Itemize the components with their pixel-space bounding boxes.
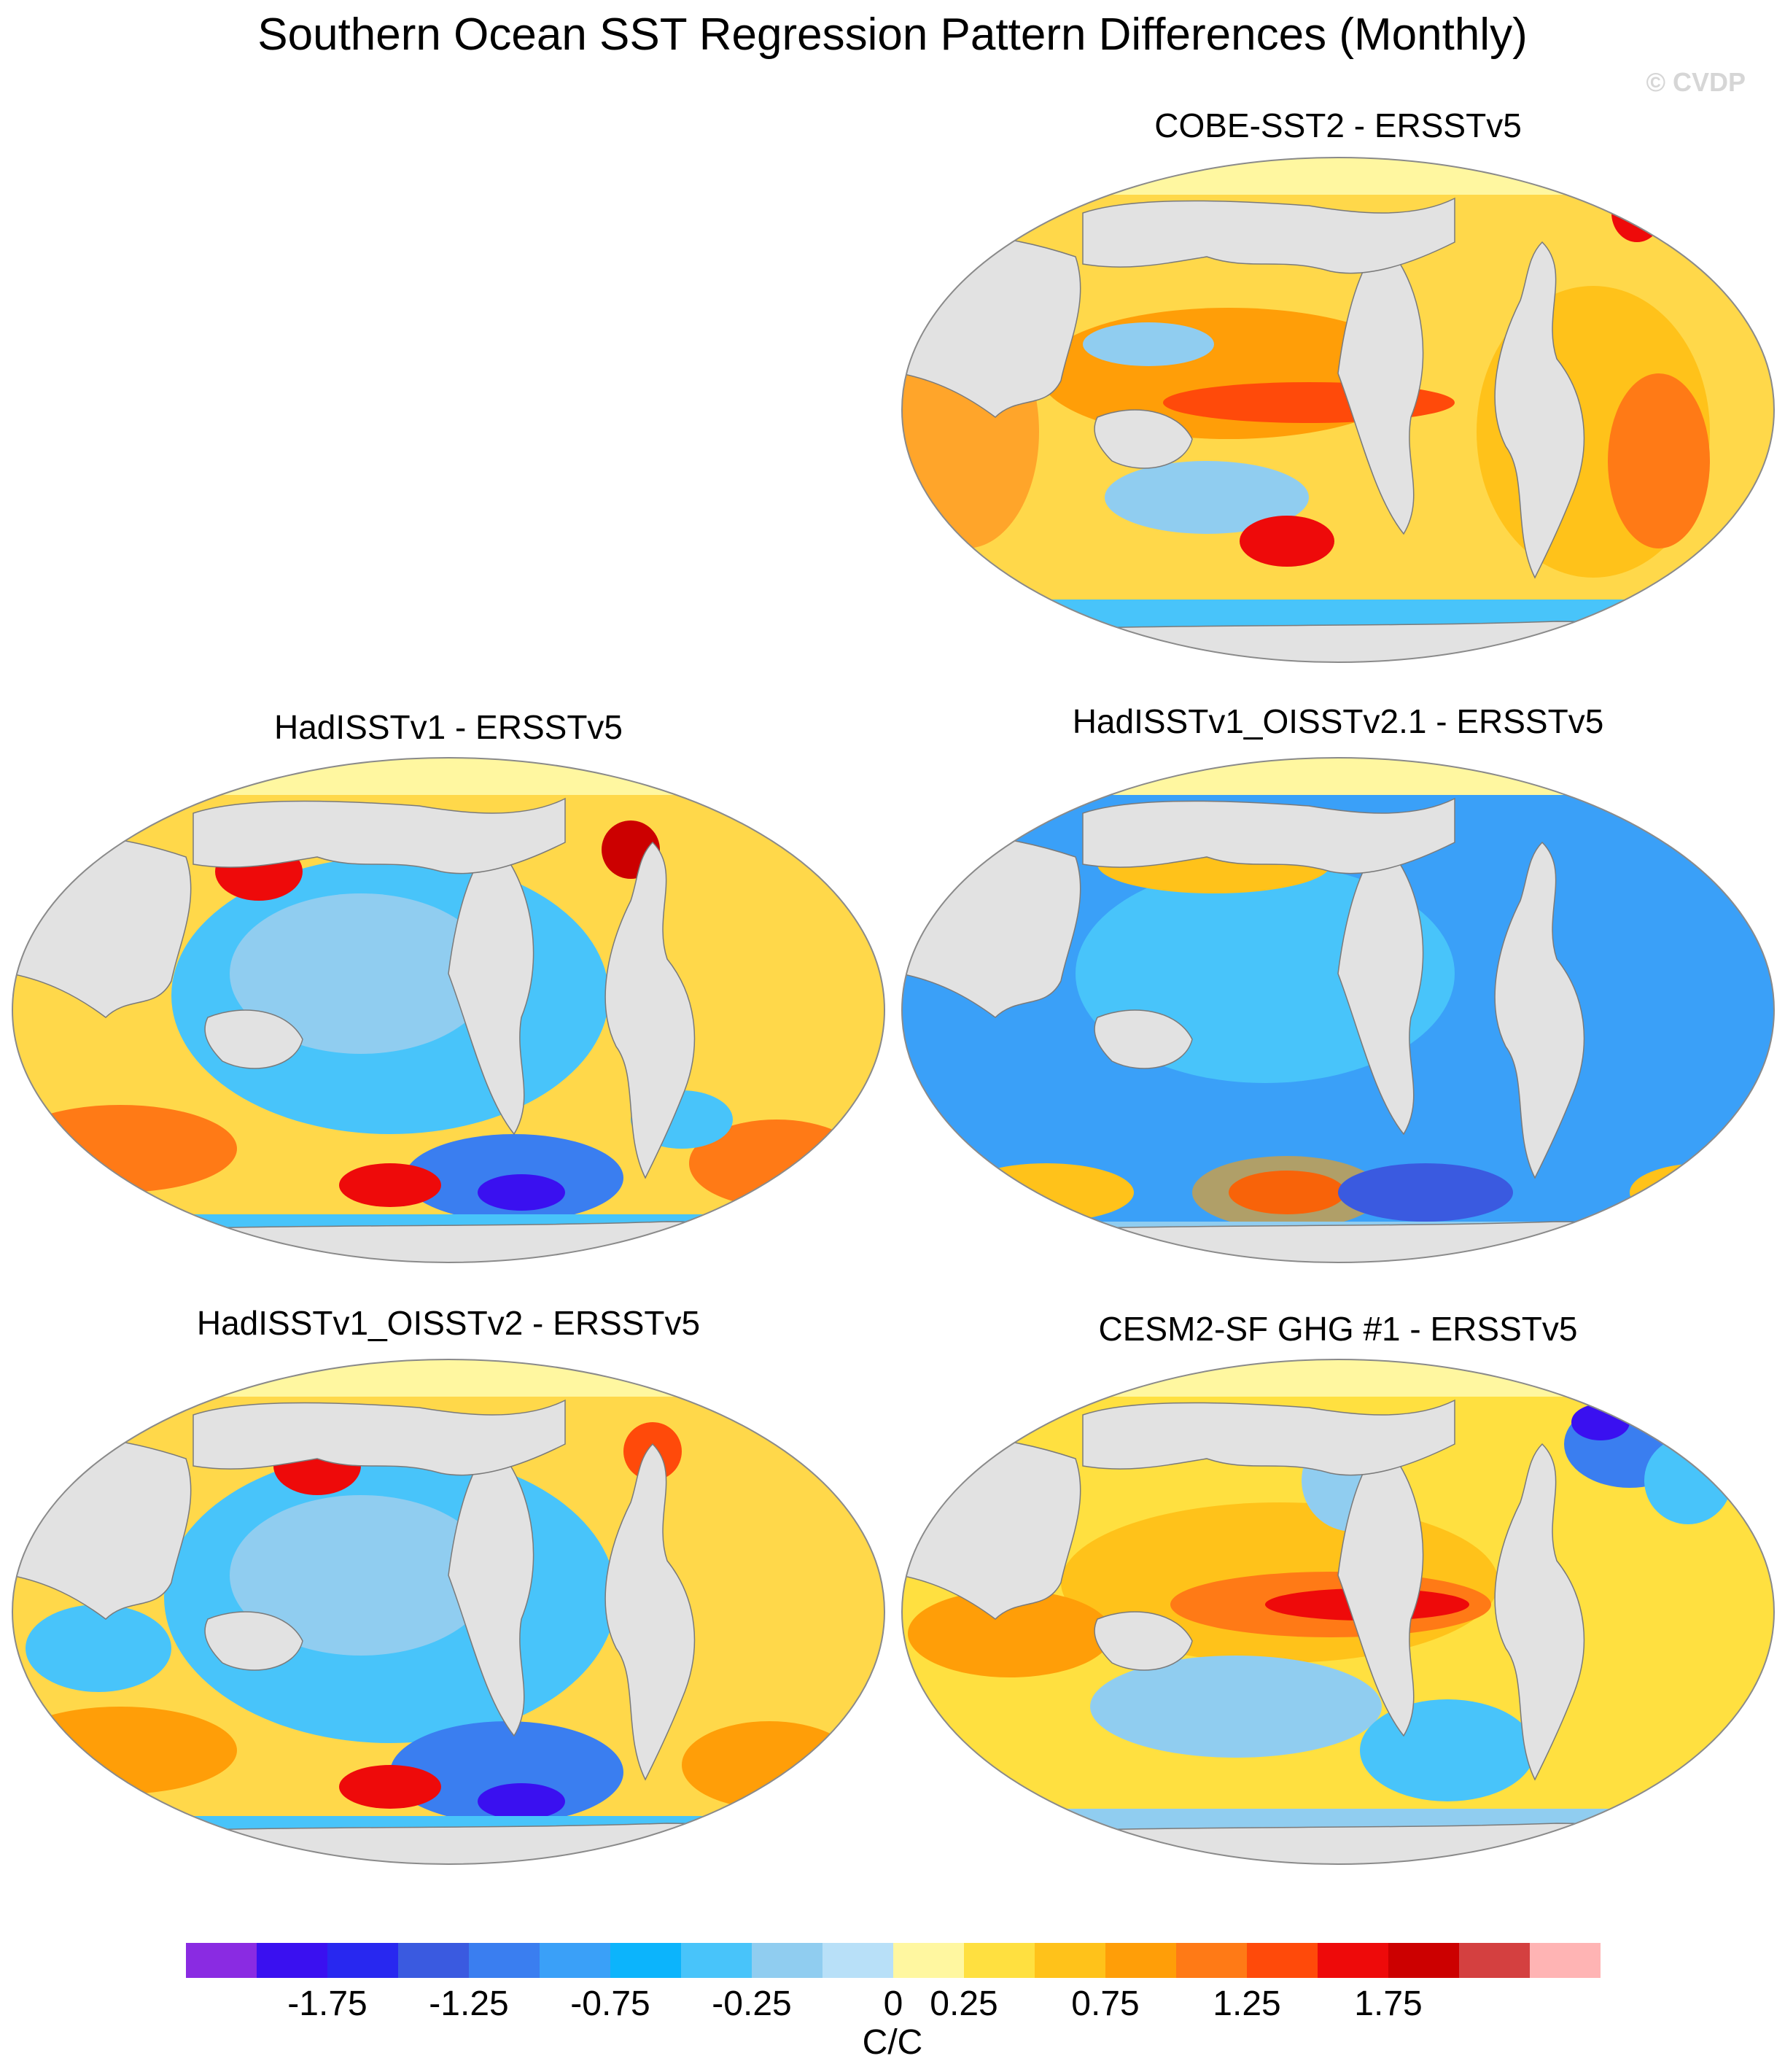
colorbar-tick-label: -0.25 [712, 1984, 792, 2023]
map-field [12, 758, 884, 1262]
colorbar-tick-label: -1.75 [287, 1984, 368, 2023]
map-field [902, 1359, 1774, 1864]
colorbar-tick-label: 0.25 [930, 1984, 998, 2023]
panel-title-hadisst: HadISSTv1 - ERSSTv5 [273, 708, 623, 746]
map-hadisst-oisst2 [12, 1359, 885, 1865]
colorbar-tick-label: 1.25 [1213, 1984, 1281, 2023]
colorbar-swatch [681, 1943, 752, 1978]
map-cesm2 [901, 1359, 1775, 1865]
colorbar-units: C/C [862, 2023, 923, 2062]
colorbar-swatch [186, 1943, 257, 1978]
map-field [902, 758, 1774, 1262]
colorbar-swatch [398, 1943, 469, 1978]
colorbar-tick-label: -1.25 [429, 1984, 509, 2023]
colorbar-swatch [257, 1943, 327, 1978]
map-field [902, 158, 1774, 662]
map-hadisst [12, 757, 885, 1263]
figure-title: Southern Ocean SST Regression Pattern Di… [257, 9, 1528, 60]
watermark: © CVDP [1646, 67, 1746, 97]
colorbar-swatch [822, 1943, 893, 1978]
colorbar-swatch [752, 1943, 822, 1978]
colorbar-swatch [327, 1943, 398, 1978]
colorbar-swatch [1035, 1943, 1105, 1978]
colorbar-swatch [1388, 1943, 1459, 1978]
colorbar [186, 1943, 1601, 1978]
colorbar-swatch [1318, 1943, 1388, 1978]
colorbar-swatch [1530, 1943, 1601, 1978]
colorbar-swatch [964, 1943, 1035, 1978]
colorbar-swatch [1459, 1943, 1530, 1978]
panel-title-hadisst-oisst21: HadISSTv1_OISSTv2.1 - ERSSTv5 [1072, 702, 1604, 740]
colorbar-swatch [1247, 1943, 1318, 1978]
colorbar-tick-label: 0.75 [1071, 1984, 1140, 2023]
colorbar-swatch [1176, 1943, 1247, 1978]
colorbar-swatch [1105, 1943, 1176, 1978]
colorbar-swatch [893, 1943, 964, 1978]
colorbar-tick-label: 1.75 [1354, 1984, 1423, 2023]
colorbar-swatch [469, 1943, 540, 1978]
panel-title-hadisst-oisst2: HadISSTv1_OISSTv2 - ERSSTv5 [196, 1304, 701, 1342]
colorbar-swatch [540, 1943, 610, 1978]
panel-title-cobe: COBE-SST2 - ERSSTv5 [1154, 106, 1522, 144]
colorbar-tick-label: 0 [883, 1984, 903, 2023]
panel-title-cesm2: CESM2-SF GHG #1 - ERSSTv5 [1098, 1310, 1578, 1348]
map-hadisst-oisst21 [901, 757, 1775, 1263]
colorbar-swatch [610, 1943, 681, 1978]
colorbar-tick-label: -0.75 [570, 1984, 650, 2023]
map-cobe [901, 157, 1775, 663]
map-field [12, 1359, 884, 1864]
